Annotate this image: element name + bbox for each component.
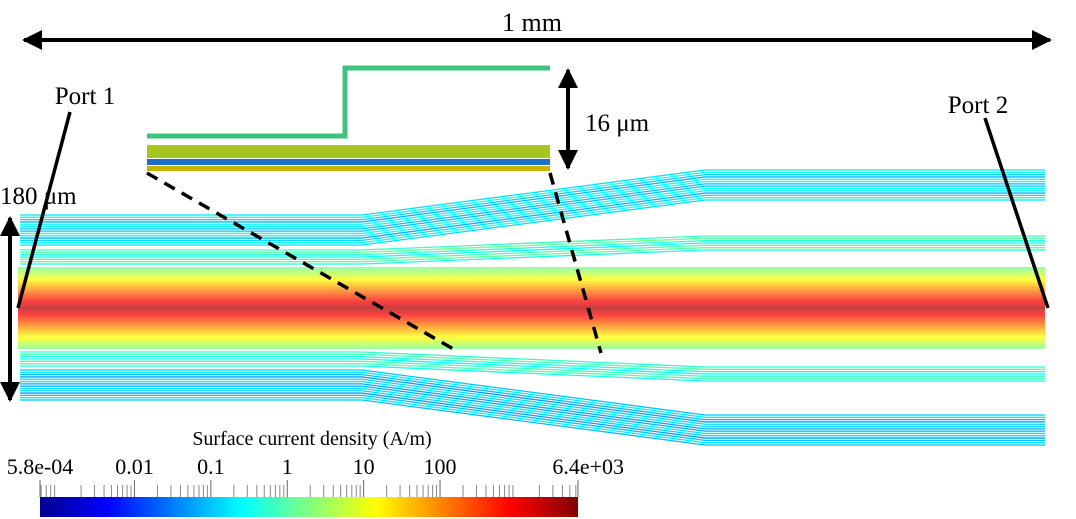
trace [20,192,1045,239]
tick-label: 1 [282,454,293,479]
trace [20,390,1045,437]
port-label: Port 2 [948,92,1008,119]
trace [20,194,1045,242]
trace [20,378,1045,425]
trace [20,185,1045,232]
colorbar-title: Surface current density (A/m) [192,428,431,450]
trace [20,376,1045,423]
colorbar-ticks: 5.8e-04 0.01 0.1 1 10 100 6.4e+03 [7,454,624,497]
inset-layer [147,159,550,165]
trace [20,360,1045,377]
tick-label: 6.4e+03 [552,454,624,479]
trace [20,190,1045,237]
trace [20,197,1045,244]
height-label: 180 μm [0,183,77,210]
tick-label: 0.1 [197,454,225,479]
traces [18,169,1045,446]
trace [20,199,1045,246]
trace [20,369,1045,416]
trace [20,247,1045,263]
trace [20,351,1045,368]
trace [20,173,1045,221]
tick-label: 0.01 [115,454,154,479]
trace [20,365,1045,382]
trace [20,242,1045,258]
trace [20,387,1045,435]
trace [20,356,1045,373]
port-label: Port 1 [55,83,115,110]
trace [20,399,1045,446]
trace [20,363,1045,380]
trace [20,249,1045,265]
trace [20,240,1045,256]
trace [20,176,1045,223]
trace [20,187,1045,235]
trace [20,244,1045,260]
trace [20,353,1045,370]
trace [20,235,1045,251]
trace [20,169,1045,216]
tick-label: 100 [424,454,457,479]
tick-label: 10 [353,454,375,479]
trace [20,178,1045,225]
trace [20,183,1045,230]
width-label: 1 mm [502,8,562,37]
inset-layer [147,145,550,158]
trace [20,237,1045,253]
zoom-line [548,172,603,354]
trace [20,397,1045,444]
trace [20,383,1045,430]
tick-label: 5.8e-04 [7,454,74,479]
trace [20,373,1045,421]
inset-top-layer [147,65,550,139]
height-label: 16 μm [585,110,650,137]
trace [20,392,1045,439]
port-pointer [983,117,1050,309]
trace [20,380,1045,428]
colorbar [40,497,578,517]
port-pointer [16,111,72,309]
trace [20,180,1045,228]
trace [20,371,1045,418]
trace [20,394,1045,442]
trace [20,171,1045,218]
inset-layer [147,166,550,171]
trace [20,358,1045,375]
trace [20,385,1045,432]
